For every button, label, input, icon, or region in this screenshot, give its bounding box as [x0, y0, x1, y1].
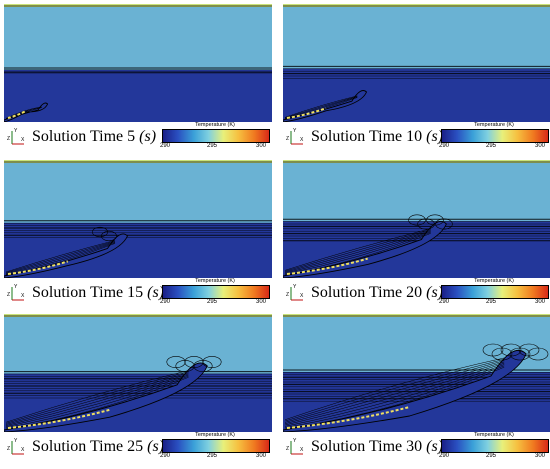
simulation-panel: Y Z X Solution Time 30 (s) Temperature (K) 29… — [283, 314, 550, 469]
colorbar-tick-label: 290 — [439, 299, 450, 305]
colorbar-tick-label: 290 — [160, 143, 171, 149]
svg-text:X: X — [21, 137, 25, 143]
solution-time-label: Solution Time 25 (s) — [32, 438, 164, 456]
simulation-panel: Y Z X Solution Time 5 (s) Temperature (K) 290… — [4, 4, 272, 159]
colorbar-tick-label: 295 — [207, 453, 218, 459]
colorbar-tick-label: 290 — [439, 143, 450, 149]
svg-text:Z: Z — [7, 136, 10, 142]
solution-time-text: Solution Time 25 — [32, 438, 144, 455]
solution-time-unit: (s) — [139, 128, 157, 145]
plume-shape — [283, 221, 447, 278]
solution-time-label: Solution Time 5 (s) — [32, 128, 156, 146]
temperature-contour-field — [4, 160, 272, 278]
colorbar-gradient — [162, 439, 270, 453]
solution-time-unit: (s) — [426, 128, 444, 145]
temperature-colorbar: Temperature (K) 290 295 300 — [160, 122, 270, 158]
svg-text:X: X — [300, 447, 304, 453]
solution-time-label: Solution Time 15 (s) — [32, 284, 164, 302]
solution-time-label: Solution Time 20 (s) — [311, 284, 443, 302]
simulation-panel: Y Z X Solution Time 20 (s) Temperature (K) 29… — [283, 160, 550, 315]
plume-shape — [4, 102, 49, 122]
colorbar-title: Temperature (K) — [474, 432, 514, 438]
svg-text:Z: Z — [286, 292, 289, 298]
solution-time-text: Solution Time 5 — [32, 128, 136, 145]
solution-time-unit: (s) — [147, 284, 165, 301]
colorbar-tick-label: 295 — [486, 143, 497, 149]
svg-text:X: X — [21, 447, 25, 453]
temperature-colorbar: Temperature (K) 290 295 300 — [160, 278, 270, 314]
solution-time-label: Solution Time 30 (s) — [311, 438, 443, 456]
svg-text:Z: Z — [7, 446, 10, 452]
colorbar-tick-label: 290 — [160, 453, 171, 459]
temperature-contour-field — [283, 160, 550, 278]
colorbar-title: Temperature (K) — [474, 122, 514, 128]
solution-time-text: Solution Time 15 — [32, 284, 144, 301]
temperature-colorbar: Temperature (K) 290 295 300 — [439, 278, 549, 314]
svg-text:X: X — [300, 293, 304, 299]
plume-shape — [4, 362, 208, 432]
temperature-colorbar: Temperature (K) 290 295 300 — [439, 122, 549, 158]
colorbar-tick-label: 300 — [535, 299, 546, 305]
colorbar-gradient — [441, 439, 549, 453]
solution-time-text: Solution Time 10 — [311, 128, 423, 145]
colorbar-tick-label: 300 — [256, 143, 267, 149]
plume-shape — [283, 349, 527, 432]
svg-text:Y: Y — [14, 128, 18, 134]
colorbar-tick-label: 295 — [486, 299, 497, 305]
simulation-panel: Y Z X Solution Time 15 (s) Temperature (K) 29… — [4, 160, 272, 315]
temperature-colorbar: Temperature (K) 290 295 300 — [439, 432, 549, 468]
colorbar-tick-label: 290 — [439, 453, 450, 459]
colorbar-title: Temperature (K) — [474, 278, 514, 284]
colorbar-tick-label: 300 — [256, 299, 267, 305]
svg-text:X: X — [21, 293, 25, 299]
colorbar-tick-label: 295 — [486, 453, 497, 459]
temperature-contour-field — [4, 4, 272, 122]
svg-text:Y: Y — [293, 128, 297, 134]
colorbar-tick-label: 300 — [535, 453, 546, 459]
colorbar-gradient — [162, 285, 270, 299]
colorbar-gradient — [441, 129, 549, 143]
svg-text:Y: Y — [14, 284, 18, 290]
plume-shape — [283, 90, 368, 122]
svg-text:Y: Y — [14, 438, 18, 444]
svg-text:Z: Z — [286, 136, 289, 142]
solution-time-label: Solution Time 10 (s) — [311, 128, 443, 146]
colorbar-title: Temperature (K) — [195, 278, 235, 284]
simulation-panel: Y Z X Solution Time 25 (s) Temperature (K) 29… — [4, 314, 272, 469]
svg-text:Z: Z — [7, 292, 10, 298]
colorbar-gradient — [441, 285, 549, 299]
solution-time-text: Solution Time 20 — [311, 284, 423, 301]
colorbar-tick-label: 290 — [160, 299, 171, 305]
colorbar-tick-label: 300 — [256, 453, 267, 459]
colorbar-tick-label: 300 — [535, 143, 546, 149]
solution-time-unit: (s) — [426, 438, 444, 455]
simulation-panel: Y Z X Solution Time 10 (s) Temperature (K) 29… — [283, 4, 550, 159]
svg-text:Y: Y — [293, 284, 297, 290]
colorbar-tick-label: 295 — [207, 299, 218, 305]
temperature-contour-field — [4, 314, 272, 432]
colorbar-tick-label: 295 — [207, 143, 218, 149]
solution-time-unit: (s) — [147, 438, 165, 455]
solution-time-unit: (s) — [426, 284, 444, 301]
temperature-contour-field — [283, 4, 550, 122]
svg-text:X: X — [300, 137, 304, 143]
svg-text:Y: Y — [293, 438, 297, 444]
colorbar-title: Temperature (K) — [195, 432, 235, 438]
colorbar-gradient — [162, 129, 270, 143]
svg-text:Z: Z — [286, 446, 289, 452]
colorbar-title: Temperature (K) — [195, 122, 235, 128]
solution-time-text: Solution Time 30 — [311, 438, 423, 455]
temperature-colorbar: Temperature (K) 290 295 300 — [160, 432, 270, 468]
temperature-contour-field — [283, 314, 550, 432]
